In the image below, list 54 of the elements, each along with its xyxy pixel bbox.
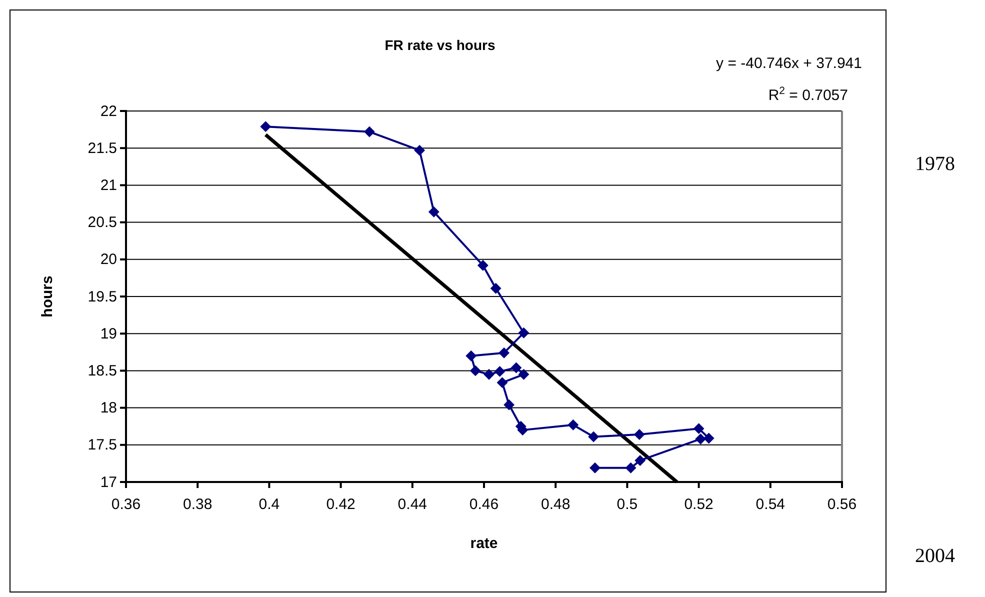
y-tick-label: 22 [100,102,117,120]
point [634,455,646,466]
point [625,462,636,474]
point [484,368,494,380]
x-tick-label: 0.36 [111,496,141,513]
point [490,282,502,294]
text: 2004 [915,545,955,567]
point [518,368,530,380]
y-tick-label: 17.5 [88,436,117,454]
x-axis-title: rate [470,535,498,552]
y-tick-label: 21.5 [88,140,117,157]
x-tick-label: 0.42 [326,496,356,513]
x-tick-label: 0.56 [827,496,857,513]
text: y = -40.746x + 37.941 [716,55,862,72]
x-tick-label: 0.52 [684,496,714,513]
point [634,429,645,440]
x-tick-label: 0.54 [756,496,785,513]
y-tick-label: 18.5 [88,362,117,380]
y-tick-label: 19.5 [88,288,117,306]
point [477,260,488,271]
point [428,206,440,218]
point [498,347,510,358]
y-axis-title: hours [39,276,56,318]
point [590,462,600,474]
point [518,327,530,338]
x-tick-label: 0.5 [616,496,638,513]
point [494,366,506,377]
point [703,432,714,444]
x-tick-label: 0.48 [541,496,570,513]
point [414,144,426,156]
y-tick-label: 18 [100,400,117,417]
y-tick-label: 20 [100,251,117,268]
point [510,362,522,374]
point [693,423,704,434]
x-tick-label: 0.44 [398,496,427,513]
x-tick-label: 0.4 [258,496,280,513]
point [568,419,579,430]
point [504,399,515,410]
text: 1978 [915,153,955,175]
y-tick-label: 19 [100,325,117,342]
point [588,431,600,442]
point [260,121,272,132]
x-tick-label: 0.38 [183,496,212,513]
point [364,126,375,138]
point [496,377,508,388]
chart-title: FR rate vs hours [384,37,496,53]
point [466,350,477,362]
y-tick-label: 21 [100,177,117,194]
x-tick-label: 0.46 [469,496,499,513]
y-tick-label: 17 [100,474,117,491]
text: R$^{2}$ = 0.7057 [768,85,848,104]
point [695,433,706,444]
point [470,365,481,376]
y-tick-label: 20.5 [88,214,117,232]
